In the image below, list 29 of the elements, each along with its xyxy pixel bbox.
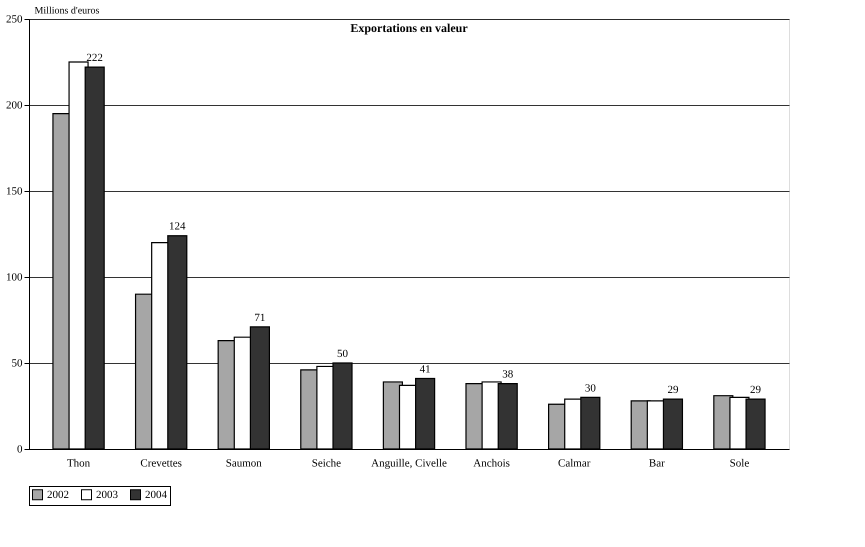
chart-title: Exportations en valeur <box>350 21 468 35</box>
y-tick-label: 0 <box>17 444 23 456</box>
data-label: 50 <box>337 348 349 360</box>
y-tick-label: 150 <box>6 186 23 198</box>
y-tick-label: 50 <box>12 358 23 370</box>
y-tick-label: 250 <box>6 14 23 26</box>
y-axis-title: Millions d'euros <box>34 6 100 16</box>
x-tick-label: Saumon <box>226 458 262 470</box>
x-tick-label: Thon <box>66 458 91 470</box>
data-label: 41 <box>420 363 431 376</box>
x-tick-label: Anguille, Civelle <box>371 458 447 470</box>
legend-label: 2004 <box>145 488 168 501</box>
data-label: 30 <box>584 382 596 394</box>
x-tick-label: Calmar <box>558 458 591 470</box>
y-tick-label: 100 <box>6 272 23 284</box>
x-tick-label: Seiche <box>312 458 342 470</box>
data-label: 222 <box>86 52 103 64</box>
x-tick-label: Crevettes <box>140 458 182 470</box>
y-tick-label: 200 <box>6 100 23 112</box>
legend-label: 2003 <box>96 488 118 501</box>
x-tick-label: Sole <box>730 458 750 470</box>
legend-label: 2002 <box>47 488 69 501</box>
data-label: 29 <box>667 384 679 396</box>
data-label: 71 <box>254 312 266 324</box>
data-label: 29 <box>750 384 762 396</box>
data-label: 38 <box>502 368 514 381</box>
x-tick-label: Anchois <box>473 458 510 470</box>
data-label: 124 <box>169 220 186 233</box>
x-tick-label: Bar <box>648 458 666 470</box>
